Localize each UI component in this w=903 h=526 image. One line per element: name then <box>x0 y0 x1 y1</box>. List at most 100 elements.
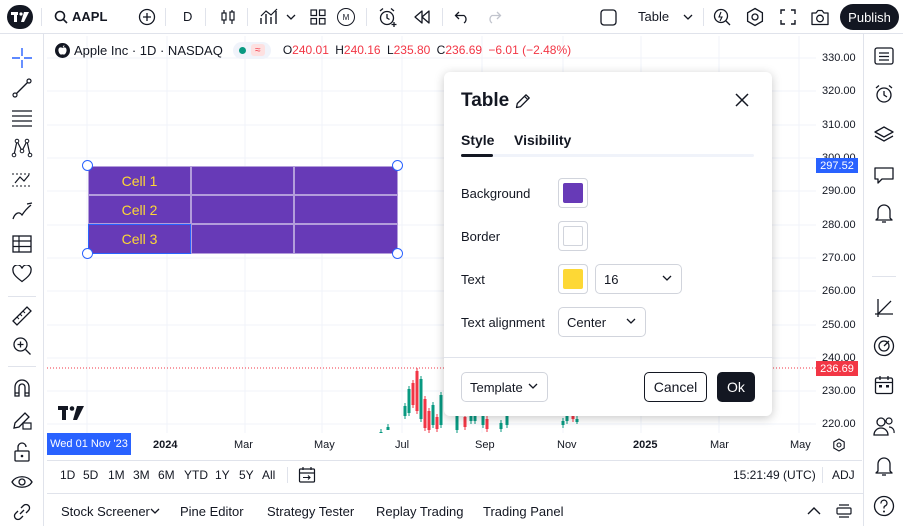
table-cell[interactable]: Cell 1 <box>88 166 191 195</box>
trend-line-tool[interactable] <box>10 76 34 100</box>
table-cell[interactable] <box>191 195 294 224</box>
help-button[interactable] <box>872 494 896 518</box>
alerts-button[interactable] <box>872 82 896 106</box>
time-axis[interactable]: Wed 01 Nov '23 2024 Mar May Jul Sep Nov … <box>47 433 816 457</box>
resize-handle[interactable] <box>82 248 93 259</box>
rename-button[interactable] <box>513 91 533 111</box>
range-button[interactable]: 5D <box>83 468 99 482</box>
table-cell[interactable] <box>191 224 294 254</box>
alert-button[interactable] <box>377 6 399 28</box>
market-status-badge[interactable]: ≈ <box>232 41 271 59</box>
border-color-swatch[interactable] <box>558 221 588 251</box>
layout-dropdown-chevron-icon[interactable] <box>681 10 695 24</box>
adjust-data-toggle[interactable]: ADJ <box>832 468 855 482</box>
text-size-select[interactable]: 16 <box>595 264 682 294</box>
prediction-tool[interactable] <box>10 168 34 192</box>
tradingview-logo-icon[interactable] <box>7 5 33 29</box>
calendar-button[interactable] <box>872 373 896 397</box>
text-color-swatch[interactable] <box>558 264 588 294</box>
tab-style[interactable]: Style <box>461 132 495 148</box>
notifications-button[interactable] <box>872 201 896 225</box>
legend-title[interactable]: Apple Inc · 1D · NASDAQ <box>74 42 223 58</box>
range-button[interactable]: 5Y <box>239 468 254 482</box>
technicals-button[interactable] <box>872 334 896 358</box>
range-button[interactable]: 1Y <box>215 468 230 482</box>
range-button[interactable]: 1M <box>108 468 125 482</box>
pine-screener-button[interactable] <box>872 296 896 320</box>
cancel-button[interactable]: Cancel <box>644 372 707 402</box>
hide-drawings-tool[interactable] <box>10 470 34 494</box>
background-color-swatch[interactable] <box>558 178 588 208</box>
watchlist-button[interactable] <box>872 44 896 68</box>
brush-tool[interactable] <box>10 200 34 224</box>
alerts-log-button[interactable] <box>872 454 896 478</box>
chart-type-button[interactable] <box>218 7 238 27</box>
settings-button[interactable] <box>744 6 766 28</box>
table-drawing[interactable]: Cell 1 Cell 2 Cell 3 <box>88 166 398 254</box>
chevron-up-icon <box>807 507 821 515</box>
table-cell[interactable] <box>191 166 294 195</box>
table-cell[interactable] <box>294 195 398 224</box>
panel-tab-replay-trading[interactable]: Replay Trading <box>376 504 464 519</box>
template-select[interactable]: Template <box>461 372 548 402</box>
table-cell-selected[interactable]: Cell 3 <box>88 224 191 254</box>
quick-search-button[interactable] <box>711 6 733 28</box>
ok-button[interactable]: Ok <box>717 372 755 402</box>
close-dialog-button[interactable] <box>731 89 753 111</box>
magnet-tool[interactable] <box>10 376 34 400</box>
table-cell[interactable] <box>294 166 398 195</box>
fullscreen-button[interactable] <box>777 6 799 28</box>
range-button[interactable]: 3M <box>133 468 150 482</box>
table-cell[interactable]: Cell 2 <box>88 195 191 224</box>
panel-tab-trading-panel[interactable]: Trading Panel <box>483 504 564 519</box>
maximize-panel-button[interactable] <box>833 501 855 521</box>
text-alignment-select[interactable]: Center <box>558 307 646 337</box>
range-button[interactable]: YTD <box>184 468 208 482</box>
indicator-template-badge[interactable]: M <box>337 8 355 26</box>
clock-timezone[interactable]: 15:21:49 (UTC) <box>733 468 816 482</box>
fib-tool[interactable] <box>10 106 34 130</box>
snapshot-button[interactable] <box>808 6 832 28</box>
crosshair-tool[interactable] <box>10 46 34 70</box>
favorites-tool[interactable] <box>10 262 34 286</box>
range-button[interactable]: 6M <box>158 468 175 482</box>
interval-button[interactable]: D <box>183 9 193 24</box>
replay-button[interactable] <box>411 7 433 27</box>
chevron-down-icon[interactable] <box>149 506 161 516</box>
resize-handle[interactable] <box>392 248 403 259</box>
compare-symbol-button[interactable] <box>137 7 157 27</box>
community-button[interactable] <box>872 414 896 438</box>
symbol-search[interactable]: AAPL <box>54 9 107 24</box>
resize-handle[interactable] <box>82 160 93 171</box>
chats-button[interactable] <box>872 163 896 187</box>
indicators-button[interactable] <box>258 7 280 27</box>
pattern-tool[interactable] <box>10 136 34 160</box>
publish-button[interactable]: Publish <box>840 4 899 30</box>
panel-tab-stock-screener[interactable]: Stock Screener <box>61 504 150 519</box>
table-cell[interactable] <box>294 224 398 254</box>
layout-select-button[interactable] <box>598 7 618 27</box>
panel-tab-pine-editor[interactable]: Pine Editor <box>180 504 244 519</box>
layout-name[interactable]: Table <box>638 9 670 24</box>
range-button[interactable]: All <box>262 468 276 482</box>
measure-tool[interactable] <box>10 304 34 328</box>
resize-handle[interactable] <box>392 160 403 171</box>
zoom-in-tool[interactable] <box>10 334 34 358</box>
axis-settings-button[interactable] <box>830 436 848 454</box>
chevron-down-icon <box>626 318 636 324</box>
redo-button[interactable] <box>484 7 504 27</box>
price-axis[interactable]: 330.00 320.00 310.00 300.00 290.00 280.0… <box>816 36 862 457</box>
object-tree-button[interactable] <box>872 123 896 147</box>
remove-drawings-tool[interactable] <box>10 500 34 524</box>
indicators-dropdown-chevron-icon[interactable] <box>284 10 298 24</box>
lock-drawings-tool[interactable] <box>10 440 34 464</box>
table-tool[interactable] <box>10 232 34 256</box>
undo-button[interactable] <box>452 7 472 27</box>
keep-drawing-tool[interactable] <box>10 408 34 432</box>
tab-visibility[interactable]: Visibility <box>514 132 572 148</box>
panel-tab-strategy-tester[interactable]: Strategy Tester <box>267 504 355 519</box>
collapse-panel-button[interactable] <box>804 502 824 520</box>
go-to-date-button[interactable] <box>297 465 317 485</box>
range-button[interactable]: 1D <box>60 468 76 482</box>
layout-grid-button[interactable] <box>308 7 328 27</box>
